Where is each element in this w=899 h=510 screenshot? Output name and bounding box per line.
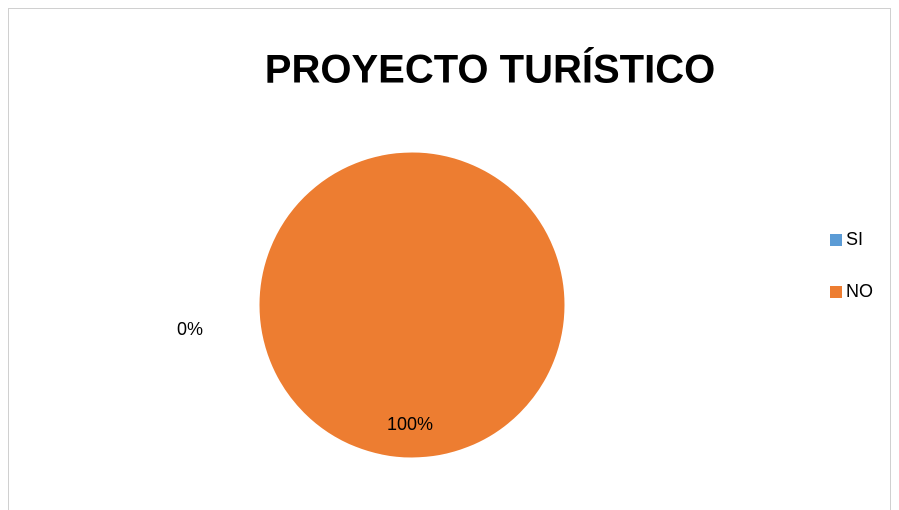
pie-slice [258, 151, 566, 459]
legend-swatch [830, 286, 842, 298]
data-label: 100% [387, 414, 433, 434]
data-label: 0% [177, 319, 203, 339]
legend-label: SI [846, 229, 863, 249]
chart-title: PROYECTO TURÍSTICO [265, 47, 715, 92]
legend-label: NO [846, 281, 873, 301]
legend-swatch [830, 234, 842, 246]
